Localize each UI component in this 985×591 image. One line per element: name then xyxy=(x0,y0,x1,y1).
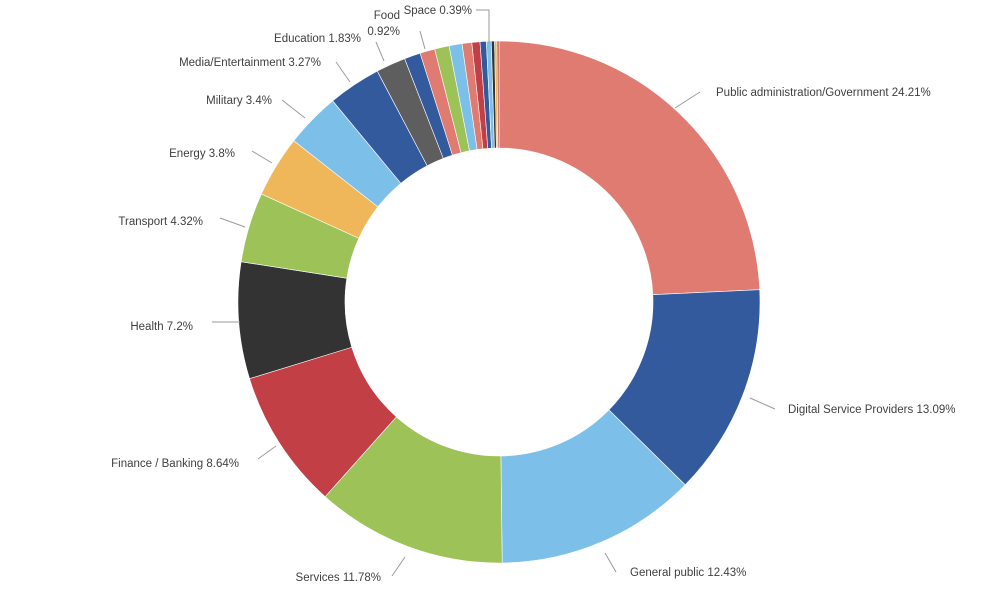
data-label-digital-service-providers: Digital Service Providers 13.09% xyxy=(788,404,955,416)
leader-line-education xyxy=(375,41,385,62)
data-label-general-public: General public 12.43% xyxy=(630,567,746,579)
data-label-energy: Energy 3.8% xyxy=(169,148,235,160)
leader-line-energy xyxy=(251,150,273,164)
leader-line-finance-banking xyxy=(257,445,277,460)
data-label-public-administration-government: Public administration/Government 24.21% xyxy=(716,87,931,99)
leader-line-public-administration-government xyxy=(674,91,701,109)
data-label-food: Food xyxy=(374,10,400,22)
leader-line-digital-service-providers xyxy=(749,397,776,410)
data-label-education: Education 1.83% xyxy=(274,33,361,45)
data-label-finance-banking: Finance / Banking 8.64% xyxy=(111,458,239,470)
leader-line-food xyxy=(419,30,426,50)
data-label-services: Services 11.78% xyxy=(296,572,381,584)
data-label-transport: Transport 4.32% xyxy=(118,216,203,228)
leader-line-media-entertainment xyxy=(335,61,351,83)
slice-public-administration-government xyxy=(498,40,761,296)
leader-line-space xyxy=(476,9,490,43)
labels-layer: Public administration/Government 24.21% D… xyxy=(111,5,955,584)
slices-layer xyxy=(237,40,761,564)
data-label-food-value: 0.92% xyxy=(367,26,400,38)
leader-line-services xyxy=(391,556,406,577)
data-label-space: Space 0.39% xyxy=(404,5,472,17)
leader-line-military xyxy=(281,99,306,119)
leader-line-general-public xyxy=(604,552,617,573)
slice-unlabeled-21 xyxy=(496,40,500,149)
data-label-media-entertainment: Media/Entertainment 3.27% xyxy=(179,57,321,69)
data-label-health: Health 7.2% xyxy=(130,321,193,333)
data-label-military: Military 3.4% xyxy=(206,95,272,107)
leader-line-transport xyxy=(219,217,246,228)
